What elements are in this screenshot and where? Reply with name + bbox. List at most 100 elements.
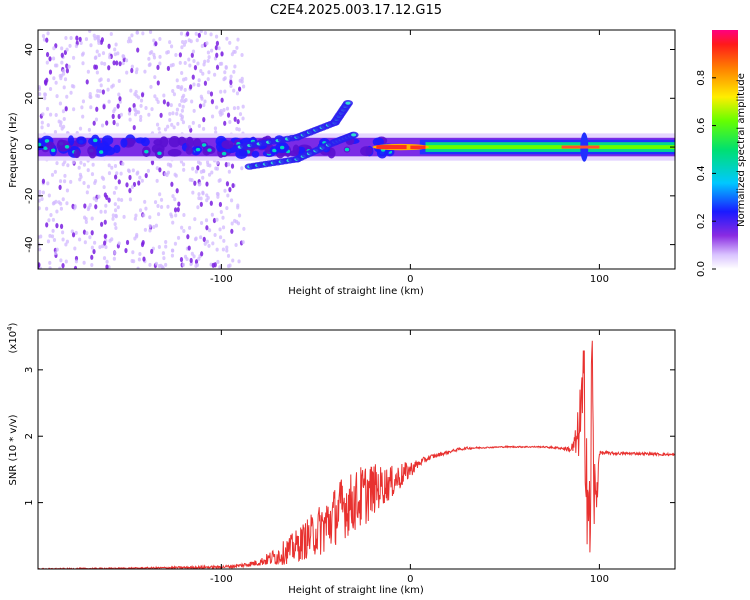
noise-speck bbox=[194, 169, 198, 174]
band-blob-core bbox=[144, 149, 149, 154]
noise-speck bbox=[218, 227, 222, 232]
noise-speck bbox=[174, 213, 178, 218]
noise-speck bbox=[65, 94, 69, 99]
noise-speck bbox=[234, 219, 239, 224]
noise-speck bbox=[92, 33, 96, 38]
noise-speck bbox=[232, 106, 237, 111]
noise-speck bbox=[93, 64, 97, 70]
noise-speck bbox=[100, 175, 104, 180]
noise-speck bbox=[163, 127, 168, 132]
noise-speck bbox=[147, 56, 151, 61]
noise-speck bbox=[237, 127, 241, 132]
noise-speck bbox=[203, 31, 207, 36]
noise-speck bbox=[156, 64, 160, 71]
noise-speck bbox=[132, 124, 136, 131]
noise-speck bbox=[206, 90, 211, 95]
noise-speck bbox=[197, 196, 201, 201]
noise-speck bbox=[47, 193, 51, 198]
noise-speck bbox=[139, 117, 143, 122]
noise-speck bbox=[153, 200, 158, 205]
noise-speck bbox=[162, 93, 166, 98]
noise-speck bbox=[50, 234, 55, 239]
noise-speck bbox=[230, 163, 235, 169]
noise-speck bbox=[159, 204, 164, 209]
noise-speck bbox=[38, 262, 41, 268]
snr-ytick-label: 2 bbox=[24, 433, 35, 439]
noise-speck bbox=[100, 37, 104, 43]
band-blob bbox=[221, 140, 234, 149]
noise-speck bbox=[177, 201, 181, 207]
noise-speck bbox=[158, 61, 162, 66]
noise-speck bbox=[92, 248, 96, 255]
noise-speck bbox=[63, 159, 67, 164]
noise-speck bbox=[187, 245, 191, 251]
band-blob-core bbox=[44, 139, 50, 143]
snr-xtick-label: -100 bbox=[210, 574, 233, 585]
noise-speck bbox=[186, 234, 190, 240]
noise-speck bbox=[115, 60, 119, 66]
noise-speck bbox=[183, 254, 188, 259]
noise-speck bbox=[197, 32, 201, 38]
noise-speck bbox=[191, 74, 195, 80]
noise-speck bbox=[199, 221, 204, 226]
noise-speck bbox=[78, 237, 82, 242]
noise-speck bbox=[180, 45, 184, 50]
colorbar-tick-label: 0.4 bbox=[696, 165, 707, 181]
noise-speck bbox=[241, 240, 245, 245]
spectrogram-ytick-label: -40 bbox=[24, 236, 35, 252]
noise-speck bbox=[171, 89, 175, 94]
noise-speck bbox=[182, 93, 186, 98]
noise-speck bbox=[64, 35, 68, 40]
noise-speck bbox=[229, 84, 233, 89]
noise-speck bbox=[172, 92, 177, 97]
noise-speck bbox=[51, 56, 56, 61]
noise-speck bbox=[155, 166, 159, 171]
noise-speck bbox=[223, 188, 227, 193]
noise-speck bbox=[63, 173, 67, 178]
band-blob bbox=[235, 148, 248, 160]
noise-speck bbox=[198, 103, 203, 109]
noise-speck bbox=[170, 122, 174, 127]
noise-speck bbox=[176, 121, 180, 126]
band-blob-core bbox=[93, 138, 98, 143]
noise-speck bbox=[117, 92, 121, 97]
noise-speck bbox=[45, 37, 49, 43]
noise-speck bbox=[62, 117, 66, 122]
snr-xtick-label: 100 bbox=[590, 574, 609, 585]
band-blob bbox=[251, 150, 260, 158]
noise-speck bbox=[103, 233, 107, 239]
noise-speck bbox=[236, 205, 240, 210]
noise-speck bbox=[69, 90, 73, 95]
noise-speck bbox=[199, 30, 203, 34]
snr-frame bbox=[37, 329, 676, 570]
noise-speck bbox=[221, 215, 225, 220]
noise-speck bbox=[172, 125, 176, 130]
noise-speck bbox=[139, 98, 144, 103]
noise-speck bbox=[225, 245, 229, 250]
snr-xlabel: Height of straight line (km) bbox=[288, 585, 424, 596]
noise-speck bbox=[117, 197, 121, 202]
noise-speck bbox=[61, 197, 65, 202]
noise-speck bbox=[90, 263, 94, 268]
noise-speck bbox=[202, 103, 206, 108]
noise-speck bbox=[203, 80, 208, 86]
noise-speck bbox=[94, 117, 99, 122]
noise-speck bbox=[65, 239, 70, 244]
noise-speck bbox=[214, 166, 218, 171]
noise-speck bbox=[168, 117, 172, 122]
noise-speck bbox=[241, 116, 245, 121]
noise-speck bbox=[155, 178, 159, 183]
noise-speck bbox=[52, 76, 56, 81]
noise-speck bbox=[153, 94, 157, 99]
noise-speck bbox=[226, 112, 231, 118]
noise-speck bbox=[131, 250, 135, 255]
noise-speck bbox=[90, 245, 94, 250]
noise-speck bbox=[81, 51, 85, 56]
noise-speck bbox=[222, 77, 226, 82]
noise-speck bbox=[117, 179, 121, 185]
band-blob bbox=[185, 136, 194, 149]
noise-speck bbox=[69, 36, 73, 41]
noise-speck bbox=[90, 254, 94, 260]
noise-speck bbox=[182, 167, 186, 172]
noise-speck bbox=[222, 238, 226, 243]
